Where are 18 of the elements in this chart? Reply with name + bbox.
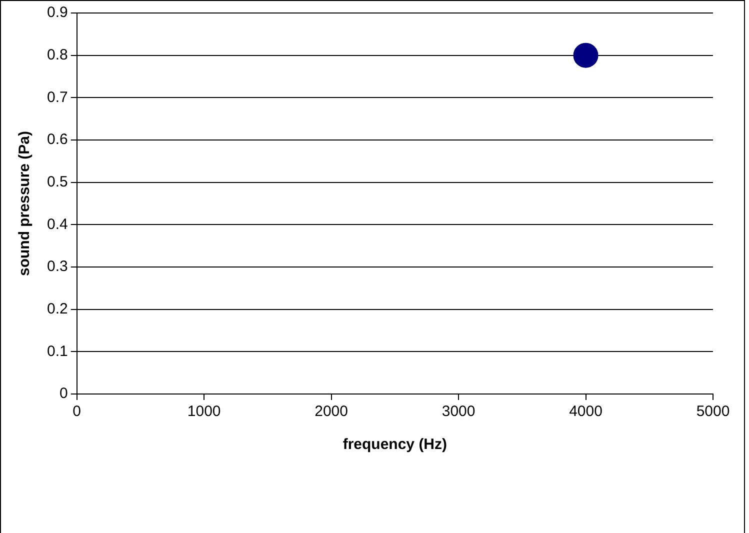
y-tick-label: 0.2: [46, 300, 68, 318]
y-tick-label: 0.5: [46, 173, 68, 190]
x-tick-label: 1000: [187, 403, 221, 420]
x-tick-label: 5000: [696, 403, 730, 420]
x-tick-label: 4000: [569, 403, 602, 420]
y-axis-title: sound pressure (Pa): [16, 130, 34, 276]
x-tick-label: 3000: [442, 403, 476, 420]
x-tick-label: 2000: [314, 403, 348, 420]
y-tick-label: 0.3: [46, 258, 68, 276]
y-tick-label: 0.4: [46, 216, 68, 233]
y-tick-label: 0.1: [46, 342, 68, 360]
x-axis-title: frequency (Hz): [342, 436, 448, 454]
y-tick-label: 0.9: [46, 4, 68, 22]
y-tick-label: 0.6: [46, 131, 68, 148]
y-tick-label: 0.7: [46, 88, 68, 106]
y-tick-label: 0: [60, 385, 68, 402]
y-tick-label: 0.8: [46, 46, 68, 64]
x-tick-label: 0: [72, 403, 82, 420]
